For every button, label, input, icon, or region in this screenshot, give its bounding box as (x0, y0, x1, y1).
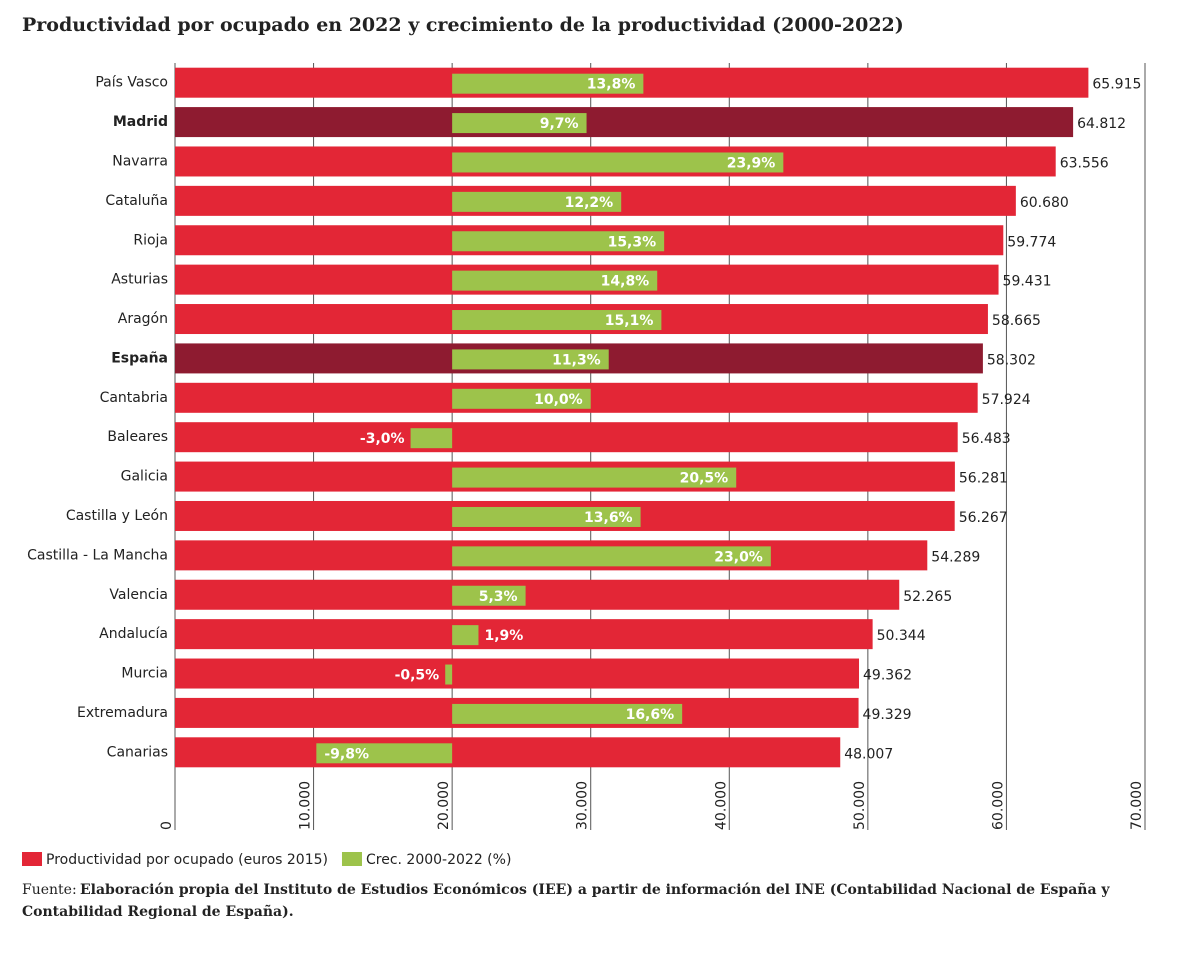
bar (175, 619, 873, 650)
growth-label: 10,0% (534, 392, 583, 408)
growth-label: 5,3% (479, 589, 518, 605)
value-label: 60.680 (1020, 195, 1069, 211)
value-label: 52.265 (903, 589, 952, 605)
value-label: 65.915 (1092, 77, 1141, 93)
x-tick-label: 0 (159, 821, 175, 830)
growth-label: 15,3% (608, 234, 657, 250)
legend-swatch (341, 852, 362, 866)
growth-label: 12,2% (565, 195, 614, 211)
value-label: 64.812 (1077, 116, 1126, 132)
growth-bar (452, 191, 622, 212)
x-tick-label: 60.000 (990, 781, 1006, 830)
growth-label: 16,6% (626, 707, 675, 723)
y-tick-label: Murcia (121, 666, 168, 682)
value-label: 58.302 (987, 352, 1036, 368)
x-tick-label: 50.000 (852, 781, 868, 830)
value-label: 48.007 (844, 746, 893, 762)
value-label: 57.924 (982, 392, 1031, 408)
y-tick-label: Valencia (109, 587, 168, 603)
y-tick-label: Canarias (107, 744, 168, 760)
growth-label: 13,8% (587, 77, 636, 93)
value-label: 54.289 (931, 549, 980, 565)
x-tick-label: 40.000 (713, 781, 729, 830)
growth-label: -9,8% (324, 746, 369, 762)
value-label: 50.344 (877, 628, 926, 644)
growth-bar (452, 349, 609, 370)
value-label: 56.267 (959, 510, 1008, 526)
growth-bar (452, 703, 683, 724)
value-label: 56.483 (962, 431, 1011, 447)
y-tick-label: Cantabria (100, 390, 168, 406)
legend-swatch (22, 852, 42, 866)
growth-label: 13,6% (584, 510, 633, 526)
growth-bar (452, 270, 658, 291)
y-tick-label: Baleares (107, 429, 168, 445)
y-tick-label: Andalucía (99, 626, 168, 642)
growth-label: 23,9% (727, 155, 776, 171)
y-tick-label: Extremadura (77, 705, 168, 721)
legend-label: Crec. 2000-2022 (%) (366, 852, 511, 868)
growth-bar (452, 585, 526, 606)
y-tick-label: Rioja (133, 232, 168, 248)
growth-label: 1,9% (484, 628, 523, 644)
value-label: 59.774 (1007, 234, 1056, 250)
growth-label: 20,5% (680, 471, 729, 487)
y-tick-label: Galicia (121, 469, 168, 485)
growth-label: 23,0% (714, 549, 763, 565)
growth-label: -3,0% (360, 431, 405, 447)
growth-bar (452, 310, 662, 331)
growth-label: 9,7% (540, 116, 579, 132)
value-label: 59.431 (1003, 274, 1052, 290)
bar (175, 737, 841, 768)
growth-bar (452, 546, 771, 567)
y-tick-label: Castilla y León (66, 508, 168, 524)
source-text: Elaboración propia del Instituto de Estu… (80, 881, 1110, 898)
value-label: 56.281 (959, 471, 1008, 487)
x-tick-label: 20.000 (436, 781, 452, 830)
value-label: 63.556 (1060, 155, 1109, 171)
growth-bar (452, 625, 479, 646)
growth-bar (452, 152, 784, 173)
bar (175, 658, 860, 689)
growth-bar (452, 388, 591, 409)
growth-label: 14,8% (601, 274, 650, 290)
growth-label: -0,5% (395, 668, 440, 684)
x-tick-label: 10.000 (298, 781, 314, 830)
value-label: 58.665 (992, 313, 1041, 329)
growth-bar (445, 664, 453, 685)
bar (175, 107, 1074, 138)
growth-bar (410, 428, 453, 449)
growth-bar (452, 113, 587, 134)
growth-label: 11,3% (552, 352, 601, 368)
legend-label: Productividad por ocupado (euros 2015) (46, 852, 328, 868)
chart-title: Productividad por ocupado en 2022 y crec… (22, 14, 904, 36)
y-tick-label: Navarra (112, 153, 168, 169)
growth-bar (452, 231, 665, 252)
growth-label: 15,1% (605, 313, 654, 329)
bar (175, 579, 900, 610)
growth-bar (316, 743, 453, 764)
y-tick-label: Aragón (118, 311, 168, 327)
y-tick-label: España (111, 350, 168, 366)
x-tick-label: 30.000 (575, 781, 591, 830)
source-text: Contabilidad Regional de España). (22, 903, 294, 920)
y-tick-label: País Vasco (95, 75, 168, 91)
growth-bar (452, 506, 641, 527)
growth-bar (452, 73, 644, 94)
y-tick-label: Cataluña (105, 193, 168, 209)
y-tick-label: Madrid (113, 114, 168, 130)
value-label: 49.329 (863, 707, 912, 723)
y-tick-label: Asturias (111, 272, 168, 288)
growth-bar (452, 467, 737, 488)
value-label: 49.362 (863, 668, 912, 684)
y-tick-label: Castilla - La Mancha (27, 547, 168, 563)
source-label: Fuente: (22, 882, 77, 898)
x-tick-label: 70.000 (1129, 781, 1145, 830)
bar (175, 422, 958, 453)
